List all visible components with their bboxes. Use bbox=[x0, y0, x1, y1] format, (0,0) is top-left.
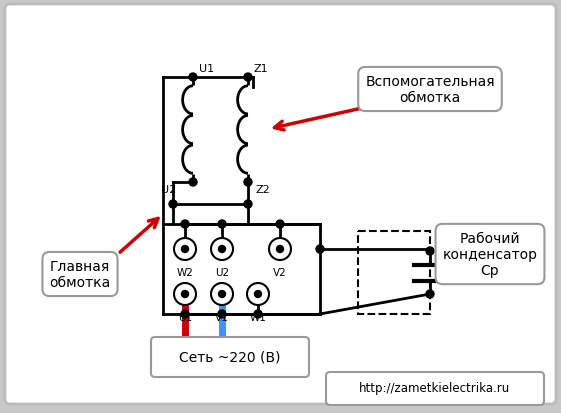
Text: U1: U1 bbox=[199, 64, 214, 74]
Text: U2: U2 bbox=[161, 185, 176, 195]
Circle shape bbox=[174, 283, 196, 305]
Circle shape bbox=[269, 238, 291, 260]
Circle shape bbox=[182, 246, 188, 253]
Circle shape bbox=[189, 178, 197, 187]
Text: W2: W2 bbox=[177, 267, 194, 277]
Text: Вспомогательная
обмотка: Вспомогательная обмотка bbox=[365, 75, 495, 105]
Circle shape bbox=[174, 238, 196, 260]
Text: Сеть ~220 (В): Сеть ~220 (В) bbox=[180, 350, 280, 364]
Text: U1: U1 bbox=[178, 312, 192, 322]
Circle shape bbox=[169, 201, 177, 209]
Text: Рабочий
конденсатор
Ср: Рабочий конденсатор Ср bbox=[443, 231, 537, 278]
Circle shape bbox=[426, 247, 434, 255]
Circle shape bbox=[218, 310, 226, 318]
Circle shape bbox=[181, 310, 189, 318]
Text: Главная
обмотка: Главная обмотка bbox=[49, 259, 111, 290]
Text: U2: U2 bbox=[215, 267, 229, 277]
Circle shape bbox=[181, 221, 189, 228]
Circle shape bbox=[255, 291, 261, 298]
FancyBboxPatch shape bbox=[326, 372, 544, 405]
Circle shape bbox=[244, 201, 252, 209]
Circle shape bbox=[426, 290, 434, 298]
Circle shape bbox=[189, 74, 197, 82]
Text: V1: V1 bbox=[215, 312, 229, 322]
Circle shape bbox=[218, 221, 226, 228]
Circle shape bbox=[211, 283, 233, 305]
Circle shape bbox=[316, 245, 324, 254]
Circle shape bbox=[218, 291, 226, 298]
Text: V2: V2 bbox=[273, 267, 287, 277]
Circle shape bbox=[277, 246, 283, 253]
Circle shape bbox=[254, 310, 262, 318]
Circle shape bbox=[244, 178, 252, 187]
Circle shape bbox=[218, 246, 226, 253]
Circle shape bbox=[244, 74, 252, 82]
Text: Z2: Z2 bbox=[256, 185, 271, 195]
FancyBboxPatch shape bbox=[151, 337, 309, 377]
Circle shape bbox=[276, 221, 284, 228]
Circle shape bbox=[211, 238, 233, 260]
Circle shape bbox=[182, 291, 188, 298]
Circle shape bbox=[247, 283, 269, 305]
Text: Z1: Z1 bbox=[254, 64, 269, 74]
Bar bbox=[358, 231, 430, 314]
Text: W1: W1 bbox=[250, 312, 266, 322]
Text: http://zametkielectrika.ru: http://zametkielectrika.ru bbox=[360, 382, 511, 394]
FancyBboxPatch shape bbox=[5, 5, 556, 404]
